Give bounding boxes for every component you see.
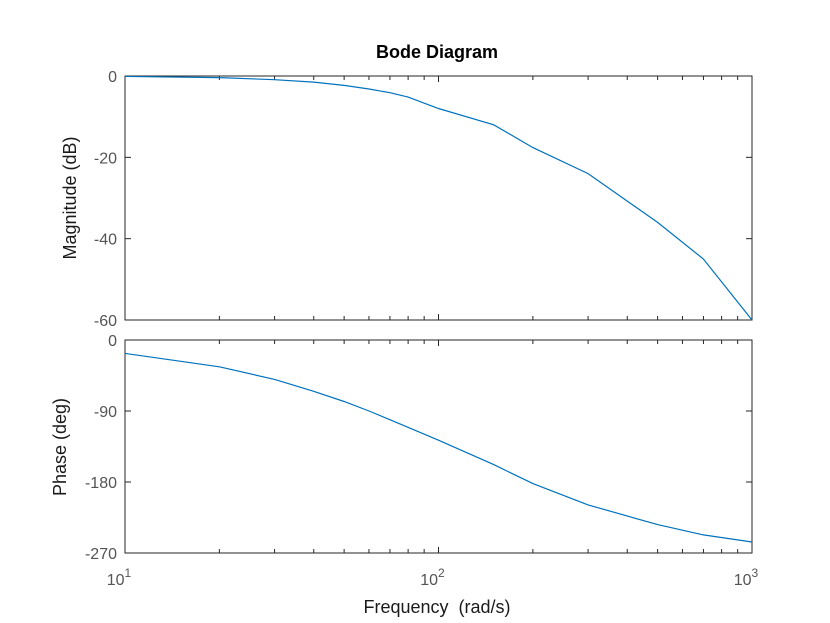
phase-y-tick-label: -270	[85, 546, 117, 563]
phase-y-tick-label: -90	[94, 404, 117, 421]
x-tick-label-base: 10	[107, 572, 125, 589]
phase-series-line	[124, 352, 753, 543]
x-tick-label: 102	[420, 566, 445, 589]
phase-minor-ticks	[124, 340, 753, 553]
x-tick-label-exponent: 2	[438, 566, 445, 580]
phase-plot-frame	[124, 339, 753, 554]
magnitude-y-tick-label: 0	[108, 69, 117, 86]
x-tick-label-base: 10	[420, 572, 438, 589]
phase-y-tick-label: -180	[85, 475, 117, 492]
magnitude-y-tick-label: -40	[94, 232, 117, 249]
magnitude-panel: 0 -20 -40 -60 Magnitude (dB)	[60, 69, 753, 330]
x-tick-label: 101	[107, 566, 132, 589]
magnitude-y-axis-label: Magnitude (dB)	[60, 136, 80, 259]
chart-title: Bode Diagram	[376, 42, 498, 62]
x-tick-label-exponent: 1	[125, 566, 132, 580]
x-tick-label: 103	[734, 566, 759, 589]
x-tick-label-exponent: 3	[752, 566, 759, 580]
x-tick-labels: 101 102 103	[107, 566, 759, 589]
magnitude-plot-frame	[124, 75, 753, 321]
phase-y-axis-label: Phase (deg)	[50, 398, 70, 496]
phase-y-tick-label: 0	[108, 333, 117, 350]
phase-panel: 0 -90 -180 -270 Phase (deg)	[50, 333, 753, 563]
x-axis-label: Frequency (rad/s)	[363, 597, 510, 617]
magnitude-series-line	[124, 75, 753, 321]
x-tick-label-base: 10	[734, 572, 752, 589]
phase-y-ticks: 0 -90 -180 -270	[85, 333, 752, 563]
magnitude-y-tick-label: -60	[94, 313, 117, 330]
magnitude-y-tick-label: -20	[94, 150, 117, 167]
magnitude-minor-ticks	[124, 76, 753, 320]
